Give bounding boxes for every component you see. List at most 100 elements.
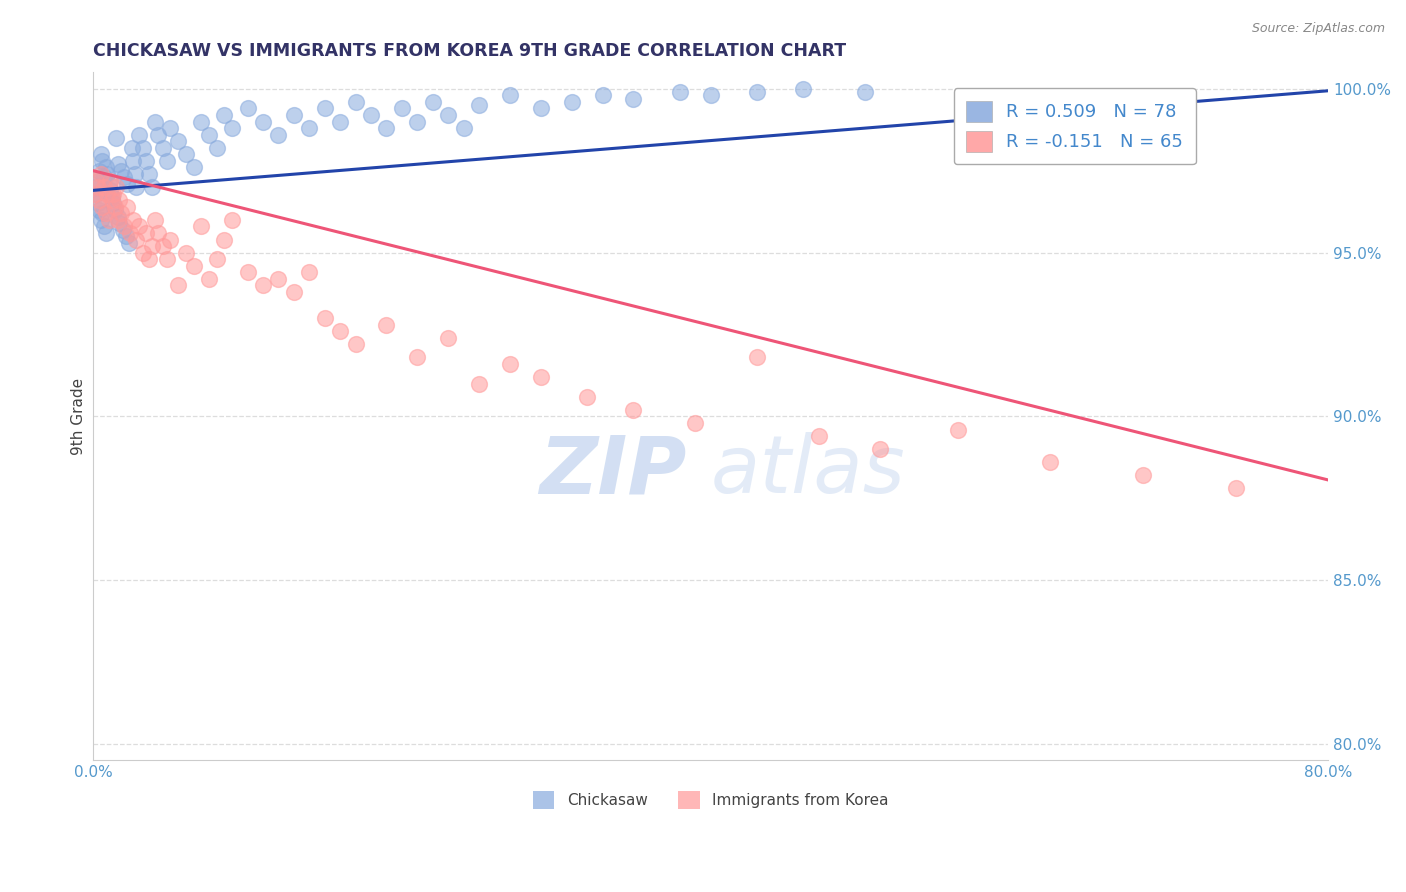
Point — [83, 180, 105, 194]
Point — [214, 108, 236, 122]
Point — [792, 82, 814, 96]
Point — [90, 167, 112, 181]
Point — [344, 95, 367, 109]
Point — [87, 196, 110, 211]
Point — [406, 351, 429, 365]
Point — [84, 173, 107, 187]
Text: Source: ZipAtlas.com: Source: ZipAtlas.com — [1251, 22, 1385, 36]
Point — [118, 235, 141, 250]
Point — [375, 318, 398, 332]
Point — [108, 216, 131, 230]
Point — [97, 212, 120, 227]
Point — [946, 423, 969, 437]
Point — [183, 161, 205, 175]
Point — [91, 153, 114, 168]
Point — [468, 98, 491, 112]
Point — [128, 128, 150, 142]
Point — [96, 167, 118, 181]
Point — [236, 265, 259, 279]
Point — [1039, 455, 1062, 469]
Point — [90, 212, 112, 227]
Point — [122, 212, 145, 227]
Point — [236, 102, 259, 116]
Point — [110, 163, 132, 178]
Point — [205, 252, 228, 267]
Point — [221, 121, 243, 136]
Point — [94, 161, 117, 175]
Point — [91, 206, 114, 220]
Point — [159, 121, 181, 136]
Point — [103, 196, 125, 211]
Point — [138, 167, 160, 181]
Point — [90, 147, 112, 161]
Point — [91, 200, 114, 214]
Point — [138, 252, 160, 267]
Point — [112, 170, 135, 185]
Point — [128, 219, 150, 234]
Point — [111, 222, 134, 236]
Text: CHICKASAW VS IMMIGRANTS FROM KOREA 9TH GRADE CORRELATION CHART: CHICKASAW VS IMMIGRANTS FROM KOREA 9TH G… — [93, 42, 846, 60]
Point — [110, 206, 132, 220]
Point — [283, 285, 305, 299]
Point — [190, 114, 212, 128]
Point — [167, 134, 190, 148]
Point — [807, 429, 830, 443]
Point — [83, 186, 105, 201]
Point — [329, 324, 352, 338]
Point — [623, 92, 645, 106]
Point — [89, 163, 111, 178]
Point — [146, 226, 169, 240]
Point — [93, 180, 115, 194]
Point — [135, 226, 157, 240]
Point — [125, 180, 148, 194]
Point — [314, 311, 336, 326]
Point — [103, 186, 125, 201]
Point — [267, 128, 290, 142]
Point — [183, 259, 205, 273]
Point — [93, 170, 115, 185]
Text: atlas: atlas — [710, 433, 905, 510]
Point — [214, 232, 236, 246]
Point — [141, 180, 163, 194]
Point — [745, 351, 768, 365]
Point — [156, 252, 179, 267]
Point — [107, 210, 129, 224]
Point — [437, 331, 460, 345]
Point — [375, 121, 398, 136]
Point — [100, 190, 122, 204]
Point — [94, 206, 117, 220]
Point — [107, 212, 129, 227]
Point — [100, 193, 122, 207]
Point — [298, 121, 321, 136]
Point — [437, 108, 460, 122]
Point — [869, 442, 891, 457]
Point — [89, 202, 111, 217]
Point — [576, 390, 599, 404]
Point — [530, 370, 553, 384]
Point — [152, 239, 174, 253]
Point — [699, 88, 721, 103]
Point — [252, 114, 274, 128]
Point — [314, 102, 336, 116]
Point — [623, 402, 645, 417]
Point — [252, 278, 274, 293]
Point — [156, 153, 179, 168]
Point — [1132, 468, 1154, 483]
Point — [152, 141, 174, 155]
Point — [499, 88, 522, 103]
Point — [853, 85, 876, 99]
Point — [87, 173, 110, 187]
Point — [115, 200, 138, 214]
Y-axis label: 9th Grade: 9th Grade — [72, 378, 86, 455]
Point — [94, 226, 117, 240]
Legend: Chickasaw, Immigrants from Korea: Chickasaw, Immigrants from Korea — [527, 785, 894, 814]
Point — [298, 265, 321, 279]
Point — [745, 85, 768, 99]
Point — [1225, 482, 1247, 496]
Point — [167, 278, 190, 293]
Point — [668, 85, 690, 99]
Point — [84, 186, 107, 201]
Point — [683, 416, 706, 430]
Point — [122, 153, 145, 168]
Point — [105, 180, 128, 194]
